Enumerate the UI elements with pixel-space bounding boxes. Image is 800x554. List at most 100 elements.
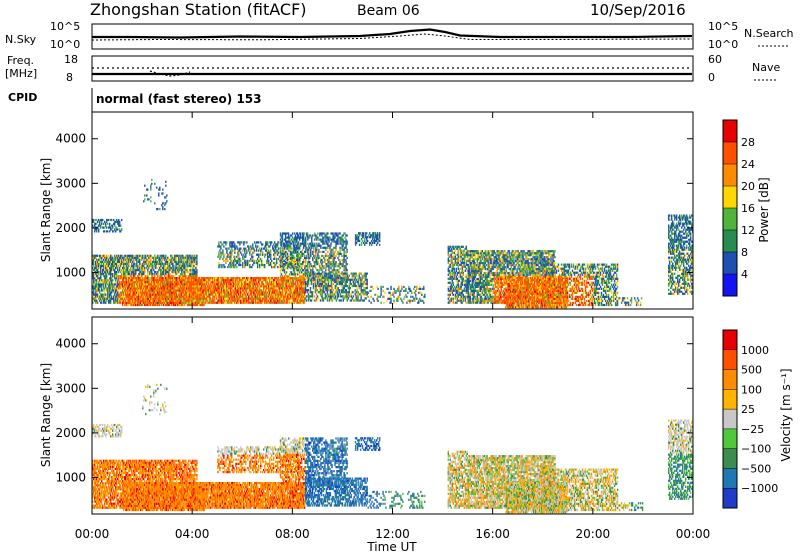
data-cell <box>268 262 269 264</box>
data-cell <box>262 252 263 254</box>
data-cell <box>266 248 267 250</box>
data-cell <box>270 256 271 258</box>
data-cell <box>162 300 163 302</box>
data-cell <box>120 302 121 304</box>
data-cell <box>104 221 105 223</box>
data-cell <box>161 261 162 263</box>
data-cell <box>147 285 148 287</box>
data-cell <box>107 223 108 225</box>
data-cell <box>282 247 283 249</box>
data-cell <box>281 273 282 275</box>
data-cell <box>136 277 137 279</box>
data-cell <box>97 255 98 257</box>
data-cell <box>138 292 139 294</box>
data-cell <box>282 261 283 263</box>
data-cell <box>117 298 118 300</box>
data-cell <box>105 296 106 298</box>
data-cell <box>96 300 97 302</box>
data-cell <box>93 221 94 223</box>
data-cell <box>246 281 247 283</box>
data-cell <box>169 304 170 306</box>
data-cell <box>204 304 205 306</box>
data-cell <box>291 263 292 265</box>
data-cell <box>219 264 220 266</box>
data-cell <box>166 273 167 275</box>
data-cell <box>94 281 95 283</box>
data-cell <box>290 277 291 279</box>
data-cell <box>136 263 137 265</box>
data-cell <box>220 245 221 247</box>
data-cell <box>98 275 99 277</box>
data-cell <box>190 271 191 273</box>
data-cell <box>277 243 278 245</box>
data-cell <box>189 263 190 265</box>
data-cell <box>98 219 99 221</box>
data-cell <box>270 258 271 260</box>
data-cell <box>277 289 278 291</box>
data-cell <box>163 304 164 306</box>
data-cell <box>189 259 190 261</box>
data-cell <box>274 258 275 260</box>
data-cell <box>231 266 232 268</box>
data-cell <box>147 275 148 277</box>
data-cell <box>221 287 222 289</box>
data-cell <box>281 243 282 245</box>
data-cell <box>148 277 149 279</box>
data-cell <box>257 245 258 247</box>
data-cell <box>264 248 265 250</box>
data-cell <box>241 281 242 283</box>
data-cell <box>125 275 126 277</box>
data-cell <box>276 260 277 262</box>
data-cell <box>196 265 197 267</box>
data-cell <box>113 219 114 221</box>
data-cell <box>271 300 272 302</box>
data-cell <box>256 250 257 252</box>
data-cell <box>268 250 269 252</box>
data-cell <box>154 283 155 285</box>
data-cell <box>287 267 288 269</box>
data-cell <box>177 300 178 302</box>
data-cell <box>121 219 122 221</box>
data-cell <box>277 250 278 252</box>
data-cell <box>261 296 262 298</box>
data-cell <box>145 277 146 279</box>
data-cell <box>138 302 139 304</box>
data-cell <box>250 245 251 247</box>
data-cell <box>253 300 254 302</box>
data-cell <box>117 289 118 291</box>
data-cell <box>287 253 288 255</box>
data-cell <box>101 302 102 304</box>
data-cell <box>218 241 219 243</box>
data-cell <box>115 230 116 232</box>
data-cell <box>276 258 277 260</box>
data-cell <box>128 304 129 306</box>
data-cell <box>104 263 105 265</box>
data-cell <box>133 279 134 281</box>
data-cell <box>290 249 291 251</box>
data-cell <box>186 277 187 279</box>
data-cell <box>289 237 290 239</box>
data-cell <box>289 279 290 281</box>
data-cell <box>112 279 113 281</box>
data-cell <box>289 273 290 275</box>
data-cell <box>125 273 126 275</box>
data-cell <box>230 256 231 258</box>
data-cell <box>243 243 244 245</box>
data-cell <box>139 289 140 291</box>
data-cell <box>152 275 153 277</box>
data-cell <box>238 254 239 256</box>
data-cell <box>182 269 183 271</box>
data-cell <box>175 304 176 306</box>
data-cell <box>267 241 268 243</box>
data-cell <box>94 259 95 261</box>
station-title: Zhongshan Station (fitACF) <box>90 0 307 19</box>
data-cell <box>259 266 260 268</box>
data-cell <box>121 259 122 261</box>
data-cell <box>247 289 248 291</box>
data-cell <box>262 243 263 245</box>
data-cell <box>218 252 219 254</box>
data-cell <box>275 264 276 266</box>
data-cell <box>234 266 235 268</box>
data-cell <box>236 256 237 258</box>
data-cell <box>102 289 103 291</box>
